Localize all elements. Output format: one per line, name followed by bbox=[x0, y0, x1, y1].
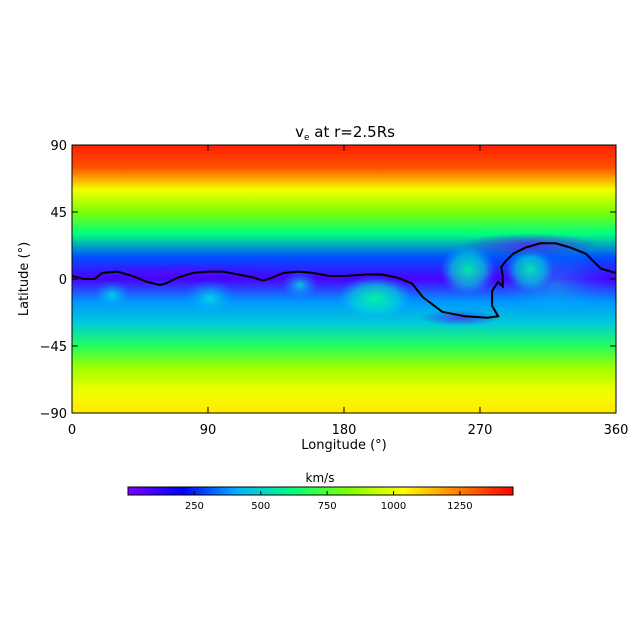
colorbar-tick-label: 1000 bbox=[381, 501, 406, 512]
x-tick-label: 90 bbox=[200, 423, 217, 438]
heatmap-area bbox=[72, 145, 616, 413]
neutral-line bbox=[72, 242, 616, 319]
x-tick-label: 360 bbox=[604, 423, 629, 438]
colorbar-tick-label: 500 bbox=[251, 501, 270, 512]
x-tick-label: 270 bbox=[468, 423, 493, 438]
y-tick-label: 0 bbox=[59, 273, 67, 288]
y-axis-label: Latitude (°) bbox=[17, 242, 32, 316]
colorbar-tick-label: 1250 bbox=[447, 501, 472, 512]
colorbar-axis: 250 500 750 1000 1250 bbox=[185, 491, 473, 512]
x-tick-label: 180 bbox=[332, 423, 357, 438]
y-tick-label: 45 bbox=[50, 206, 67, 221]
chart-title: ve at r=2.5Rs bbox=[295, 123, 395, 143]
x-tick-label: 0 bbox=[68, 423, 76, 438]
y-tick-label: −45 bbox=[40, 340, 67, 355]
colorbar-label: km/s bbox=[306, 471, 335, 485]
x-axis-label: Longitude (°) bbox=[301, 438, 386, 453]
colorbar-tick-label: 250 bbox=[185, 501, 204, 512]
colorbar-tick-label: 750 bbox=[318, 501, 337, 512]
y-axis: 90 45 0 −45 −90 bbox=[40, 139, 616, 422]
colorbar bbox=[127, 486, 514, 496]
y-tick-label: −90 bbox=[40, 407, 67, 422]
x-axis: 0 90 180 270 360 bbox=[68, 145, 629, 438]
y-tick-label: 90 bbox=[50, 139, 67, 154]
